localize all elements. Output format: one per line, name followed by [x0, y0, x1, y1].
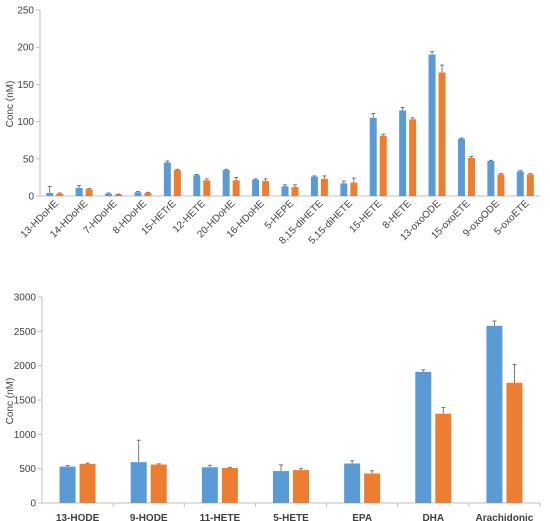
- bar: [340, 183, 348, 196]
- bar: [369, 117, 377, 196]
- bar: [415, 371, 432, 503]
- bar: [252, 179, 260, 196]
- y-tick-label: 200: [17, 43, 34, 54]
- x-tick-label: 13-HODE: [56, 513, 100, 521]
- bar: [487, 161, 495, 196]
- bar: [163, 162, 171, 196]
- bar: [232, 180, 240, 196]
- y-tick-label: 3000: [14, 293, 37, 304]
- y-tick-label: 1000: [14, 430, 37, 441]
- bar: [193, 175, 201, 196]
- bar: [281, 186, 289, 196]
- x-tick-label: 11-HETE: [200, 513, 241, 521]
- bar: [85, 189, 93, 196]
- bar: [364, 473, 381, 503]
- bar: [144, 193, 152, 196]
- bar: [105, 193, 113, 196]
- bar: [379, 135, 387, 196]
- bar: [438, 72, 446, 196]
- y-tick-label: 1500: [14, 396, 37, 407]
- y-tick-label: 50: [23, 154, 35, 165]
- chart-bottom: Conc (nM) 0 500 1000 1500 2000 2500 3000 13-HOD…: [5, 293, 541, 521]
- x-tick-label: 9-HODE: [130, 513, 168, 521]
- bar: [457, 138, 465, 196]
- y-axis-title: Conc (nM): [5, 81, 16, 128]
- bar: [428, 54, 436, 196]
- bar: [262, 181, 270, 196]
- bar: [75, 187, 83, 196]
- bar: [506, 382, 523, 503]
- bar: [516, 171, 524, 196]
- bar: [79, 463, 96, 503]
- bar: [203, 180, 211, 196]
- bar: [310, 176, 318, 196]
- x-tick-label: 15-HETE: [347, 198, 384, 235]
- bar: [497, 174, 505, 196]
- bar: [399, 110, 407, 196]
- x-tick-label: DHA: [422, 513, 444, 521]
- y-tick-label: 250: [17, 6, 34, 17]
- bar: [435, 413, 452, 503]
- bar: [344, 463, 361, 503]
- bar: [130, 462, 147, 503]
- y-axis-title: Conc (nM): [5, 378, 16, 425]
- bar: [201, 467, 218, 503]
- bar: [293, 470, 309, 503]
- bar: [46, 193, 54, 196]
- bar: [173, 169, 181, 196]
- y-tick-label: 2000: [14, 361, 37, 372]
- x-tick-label: 5-HETE: [273, 513, 309, 521]
- y-tick-label: 0: [28, 192, 34, 203]
- chart-top: Conc (nM) 05010015020025013-HDoHE14-HDoH…: [5, 6, 540, 247]
- bar: [273, 471, 289, 503]
- bar: [115, 194, 123, 196]
- bar: [56, 193, 64, 196]
- bar: [59, 466, 76, 503]
- y-tick-label: 0: [30, 499, 36, 510]
- bar: [350, 182, 358, 196]
- x-tick-label: EPA: [352, 513, 372, 521]
- bar: [486, 325, 503, 503]
- bar: [221, 467, 238, 503]
- bar: [409, 119, 417, 196]
- x-tick-label: Arachidonic: [476, 513, 534, 521]
- bar: [134, 192, 142, 196]
- y-tick-label: 150: [17, 80, 34, 91]
- bar: [467, 158, 475, 196]
- bar: [526, 174, 534, 196]
- bar: [222, 169, 230, 196]
- bar: [291, 187, 299, 196]
- bar: [320, 178, 328, 196]
- y-tick-label: 500: [19, 464, 36, 475]
- bar: [150, 464, 167, 503]
- y-tick-label: 2500: [14, 327, 37, 338]
- y-tick-label: 100: [17, 117, 34, 128]
